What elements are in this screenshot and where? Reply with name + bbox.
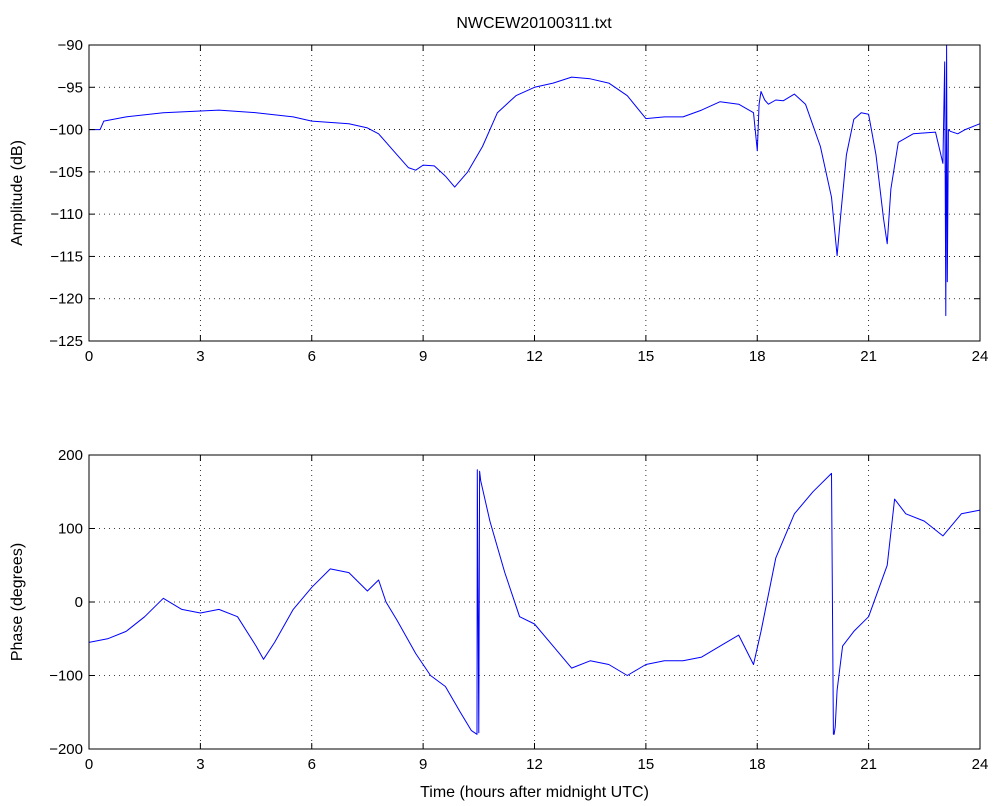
x-tick-label: 18 (749, 348, 766, 365)
y-tick-label: −95 (58, 79, 83, 96)
x-tick-label: 21 (860, 348, 877, 365)
y-tick-label: −120 (49, 291, 83, 308)
x-tick-label: 15 (638, 756, 655, 773)
y-tick-label: 100 (58, 521, 83, 538)
amplitude-plot: 0 3 6 9 12 15 18 21 24 −90 −95 −100 −105 −110 −115 −120… (9, 37, 988, 365)
x-tick-label: 6 (308, 756, 316, 773)
x-axis-label: Time (hours after midnight UTC) (420, 784, 649, 801)
y-tick-label: −100 (49, 122, 83, 139)
y-tick-label: −115 (50, 248, 83, 265)
series-line (89, 44, 981, 317)
x-tick-label: 24 (972, 756, 989, 773)
y-axis-label: Phase (degrees) (9, 543, 26, 661)
x-tick-label: 3 (196, 348, 204, 365)
x-tick-label: 24 (972, 348, 989, 365)
x-tick-label: 0 (85, 348, 93, 365)
x-tick-label: 12 (526, 348, 543, 365)
x-tick-label: 6 (308, 348, 316, 365)
x-tick-label: 12 (526, 756, 543, 773)
y-axis-label: Amplitude (dB) (9, 140, 26, 246)
y-tick-label: 200 (58, 447, 83, 464)
phase-plot: 0 3 6 9 12 15 18 21 24 200 100 0 −100 −200 Phase (degr… (9, 447, 988, 801)
y-tick-label: −105 (49, 164, 83, 181)
y-tick-label: −200 (49, 741, 83, 758)
y-tick-label: −110 (50, 206, 83, 223)
x-tick-label: 18 (749, 756, 766, 773)
x-tick-label: 21 (860, 756, 877, 773)
y-tick-label: 0 (75, 594, 83, 611)
y-tick-label: −90 (58, 37, 83, 54)
x-tick-label: 0 (85, 756, 93, 773)
y-tick-label: −100 (49, 668, 83, 685)
y-tick-label: −125 (49, 333, 83, 350)
series-line (88, 469, 981, 735)
x-tick-label: 15 (638, 348, 655, 365)
x-tick-label: 3 (196, 756, 204, 773)
chart-title: NWCEW20100311.txt (456, 15, 612, 32)
x-tick-label: 9 (419, 348, 427, 365)
x-tick-label: 9 (419, 756, 427, 773)
